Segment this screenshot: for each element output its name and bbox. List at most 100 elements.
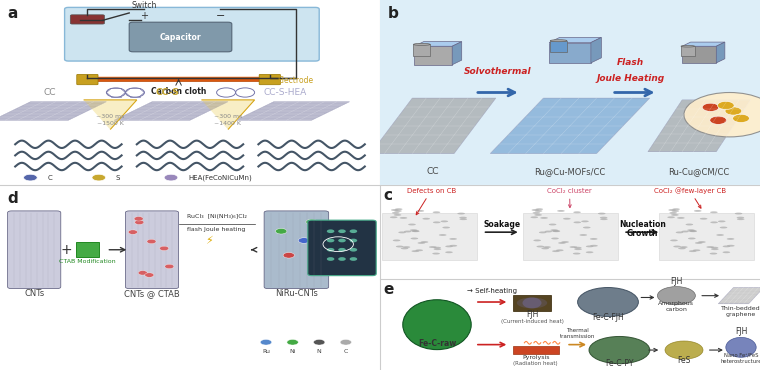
Text: CC-S: CC-S	[155, 88, 179, 97]
Circle shape	[350, 239, 357, 242]
Circle shape	[569, 246, 577, 248]
Polygon shape	[201, 100, 255, 130]
Circle shape	[459, 217, 467, 219]
FancyBboxPatch shape	[77, 74, 98, 85]
Text: C: C	[344, 349, 348, 354]
Polygon shape	[718, 287, 760, 304]
Text: FeS: FeS	[677, 356, 691, 365]
Circle shape	[410, 238, 418, 239]
Polygon shape	[591, 37, 601, 63]
Circle shape	[678, 248, 686, 249]
Circle shape	[412, 230, 420, 232]
Circle shape	[411, 250, 419, 252]
Text: Amorphous
carbon: Amorphous carbon	[658, 301, 695, 312]
Circle shape	[556, 249, 564, 251]
Circle shape	[717, 101, 734, 110]
Text: CoCl₂ @few-layer CB: CoCl₂ @few-layer CB	[654, 187, 726, 208]
Circle shape	[550, 229, 558, 231]
Ellipse shape	[681, 46, 695, 47]
Text: (Current-induced heat): (Current-induced heat)	[501, 319, 563, 324]
Circle shape	[390, 216, 397, 218]
Bar	[76, 242, 99, 257]
Circle shape	[421, 241, 429, 243]
Text: ~1500 K: ~1500 K	[97, 121, 124, 127]
Text: CoCl₂ cluster: CoCl₂ cluster	[547, 188, 592, 208]
Text: C: C	[47, 175, 52, 181]
Ellipse shape	[550, 40, 567, 42]
Polygon shape	[682, 42, 725, 46]
Text: d: d	[8, 191, 18, 206]
Text: FJH: FJH	[735, 327, 747, 336]
Text: → Self-heating: → Self-heating	[467, 288, 517, 294]
Circle shape	[670, 212, 677, 214]
Circle shape	[563, 218, 571, 220]
Bar	[413, 44, 430, 56]
Circle shape	[710, 253, 717, 255]
Circle shape	[574, 221, 581, 223]
Circle shape	[445, 245, 453, 247]
Circle shape	[134, 216, 143, 221]
Polygon shape	[414, 46, 452, 65]
FancyBboxPatch shape	[308, 220, 376, 276]
Circle shape	[535, 210, 543, 212]
Text: NiRu-CNTs: NiRu-CNTs	[275, 289, 318, 298]
Circle shape	[693, 249, 701, 251]
Circle shape	[442, 226, 450, 228]
Circle shape	[689, 250, 696, 252]
Text: N: N	[317, 349, 321, 354]
Circle shape	[394, 214, 401, 216]
Polygon shape	[648, 100, 750, 152]
Circle shape	[534, 239, 541, 241]
Polygon shape	[659, 213, 754, 260]
Text: Ru@Cu-MOFs/CC: Ru@Cu-MOFs/CC	[534, 167, 606, 176]
Circle shape	[673, 246, 681, 248]
Circle shape	[338, 239, 346, 242]
Circle shape	[350, 229, 357, 233]
Circle shape	[591, 245, 598, 247]
Text: Pyrolysis: Pyrolysis	[522, 355, 549, 360]
Circle shape	[670, 239, 678, 241]
Circle shape	[411, 230, 419, 232]
Text: Ni: Ni	[290, 349, 296, 354]
Circle shape	[735, 213, 743, 215]
Circle shape	[164, 174, 178, 181]
Circle shape	[736, 217, 744, 219]
Text: Fe-C-raw: Fe-C-raw	[418, 339, 456, 349]
Circle shape	[694, 210, 701, 212]
Text: −: −	[216, 11, 225, 21]
Circle shape	[298, 238, 310, 243]
Circle shape	[432, 253, 440, 255]
Circle shape	[543, 246, 551, 248]
Ellipse shape	[523, 297, 541, 308]
Circle shape	[441, 221, 448, 222]
FancyBboxPatch shape	[264, 211, 328, 289]
Circle shape	[338, 248, 346, 252]
Circle shape	[434, 248, 442, 250]
Circle shape	[686, 223, 693, 225]
Text: FJH: FJH	[526, 310, 538, 319]
Circle shape	[706, 246, 714, 248]
Text: +: +	[141, 11, 148, 21]
Circle shape	[723, 245, 730, 247]
Circle shape	[698, 241, 706, 243]
Circle shape	[327, 248, 334, 252]
Circle shape	[689, 230, 696, 232]
Text: CNTs @ CTAB: CNTs @ CTAB	[124, 289, 180, 298]
Text: ~1400 K: ~1400 K	[214, 121, 242, 127]
Circle shape	[681, 231, 689, 232]
Text: c: c	[384, 188, 393, 203]
Bar	[513, 346, 559, 354]
Circle shape	[410, 229, 417, 231]
Circle shape	[287, 340, 298, 345]
Circle shape	[573, 253, 581, 255]
FancyBboxPatch shape	[70, 15, 105, 24]
Bar	[87, 77, 270, 81]
Circle shape	[313, 340, 325, 345]
Circle shape	[400, 217, 407, 219]
FancyBboxPatch shape	[259, 74, 280, 85]
FancyBboxPatch shape	[129, 22, 232, 52]
Circle shape	[695, 242, 702, 244]
Text: CC-S-HEA: CC-S-HEA	[264, 88, 306, 97]
Text: CNTs: CNTs	[24, 289, 44, 298]
Circle shape	[710, 116, 727, 124]
